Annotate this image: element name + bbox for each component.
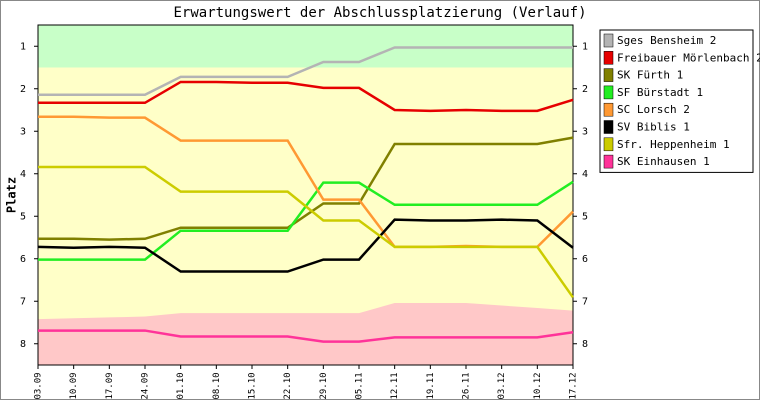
zone-top — [38, 25, 573, 68]
y-tick-label: 5 — [20, 211, 26, 222]
legend-swatch — [603, 102, 614, 117]
x-tick-label: 12.11 — [390, 372, 400, 399]
series-line — [38, 80, 574, 113]
y-tick-label: 6 — [20, 254, 26, 265]
y-tick-label: 4 — [20, 169, 26, 180]
x-tick-label: 15.10 — [248, 372, 258, 399]
legend-label: Freibauer Mörlenbach 2 — [617, 51, 760, 64]
legend-label: SK Einhausen 1 — [617, 155, 710, 168]
y-tick-label-right: 6 — [582, 254, 588, 265]
y-tick-label-right: 4 — [582, 169, 588, 180]
series-line — [37, 218, 574, 273]
y-tick-label-right: 5 — [582, 211, 588, 222]
legend-swatch — [603, 68, 614, 82]
y-tick-label-right: 7 — [582, 296, 588, 307]
y-tick-label-right: 8 — [582, 339, 588, 350]
y-axis-label: Platz — [5, 177, 19, 213]
legend-label: Sges Bensheim 2 — [617, 34, 716, 47]
plot-border — [37, 24, 574, 366]
legend-swatch — [603, 137, 614, 152]
y-tick-label: 8 — [20, 339, 26, 350]
x-tick-label: 24.09 — [141, 372, 151, 399]
x-tick-label: 29.10 — [319, 372, 329, 399]
legend-label: SF Bürstadt 1 — [617, 86, 703, 99]
x-tick-label: 17.12 — [569, 372, 579, 399]
legend-label: SC Lorsch 2 — [617, 103, 690, 116]
x-tick-label: 10.12 — [533, 372, 543, 399]
x-tick-label: 17.09 — [105, 372, 115, 399]
zone-bottom — [38, 302, 573, 365]
x-tick-label: 08.10 — [212, 372, 222, 399]
chart-title: Erwartungswert der Abschlussplatzierung … — [173, 5, 586, 21]
legend-swatch — [603, 51, 614, 65]
legend-swatch — [603, 120, 614, 134]
legend-swatch — [603, 154, 614, 169]
x-tick-label: 05.11 — [355, 372, 365, 399]
legend-label: SK Fürth 1 — [617, 69, 683, 82]
legend-swatch — [603, 33, 614, 48]
series-line — [38, 165, 575, 299]
series-line — [38, 46, 573, 96]
y-tick-label-right: 1 — [582, 41, 588, 52]
x-tick-label: 03.12 — [497, 372, 507, 399]
y-tick-label: 7 — [20, 296, 26, 307]
y-tick-label: 3 — [20, 126, 26, 137]
x-tick-label: 26.11 — [462, 372, 472, 399]
x-tick-label: 01.10 — [176, 372, 186, 399]
y-tick-label: 2 — [20, 84, 26, 95]
x-tick-label: 19.11 — [426, 372, 436, 399]
x-tick-label: 03.09 — [34, 372, 44, 399]
y-tick-label: 1 — [20, 41, 26, 52]
series-line — [38, 136, 574, 241]
y-tick-label-right: 3 — [582, 126, 588, 137]
legend-label: Sfr. Heppenheim 1 — [617, 138, 730, 151]
legend-swatch — [603, 85, 614, 100]
legend-box — [599, 29, 754, 173]
y-tick-label-right: 2 — [582, 84, 588, 95]
x-tick-label: 22.10 — [283, 372, 293, 399]
x-tick-label: 10.09 — [69, 372, 79, 399]
legend-label: SV Biblis 1 — [617, 121, 690, 134]
series-line — [38, 329, 574, 343]
